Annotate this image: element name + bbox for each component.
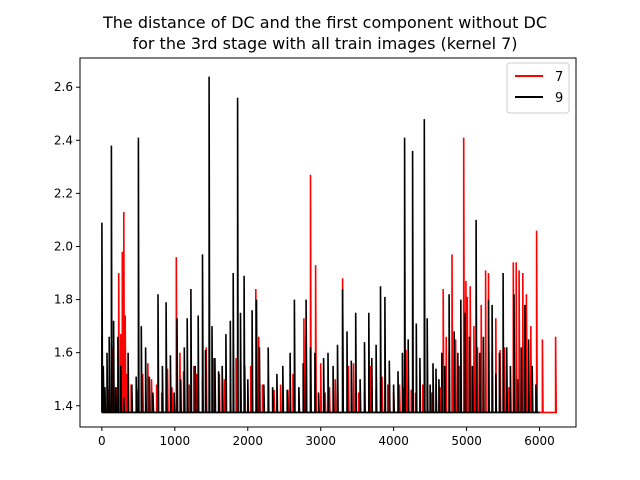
y-tick-label: 1.4	[54, 399, 73, 413]
x-tick-label: 2000	[232, 434, 263, 448]
chart-title-line-1: The distance of DC and the first compone…	[102, 13, 547, 32]
series-line-9	[101, 76, 540, 414]
y-tick-label: 2.0	[54, 239, 73, 253]
x-tick-label: 0	[98, 434, 106, 448]
chart-title-line-2: for the 3rd stage with all train images …	[132, 34, 517, 53]
x-tick-label: 4000	[378, 434, 409, 448]
y-axis: 1.4 1.6 1.8 2.0 2.2 2.4 2.6	[54, 80, 80, 413]
y-tick-label: 2.2	[54, 186, 73, 200]
x-tick-label: 3000	[305, 434, 336, 448]
x-tick-label: 5000	[451, 434, 482, 448]
legend-label-series-9: 9	[555, 91, 563, 106]
y-tick-label: 2.4	[54, 133, 73, 147]
y-tick-label: 2.6	[54, 80, 73, 94]
series-layer	[101, 76, 557, 414]
plot-area-frame	[79, 57, 577, 428]
y-tick-label: 1.6	[54, 346, 73, 360]
legend: 7 9	[506, 62, 570, 114]
legend-label-series-7: 7	[555, 70, 563, 85]
x-axis: 0 1000 2000 3000 4000 5000 6000	[98, 427, 555, 448]
x-tick-label: 6000	[524, 434, 555, 448]
x-tick-label: 1000	[160, 434, 191, 448]
y-tick-label: 1.8	[54, 293, 73, 307]
